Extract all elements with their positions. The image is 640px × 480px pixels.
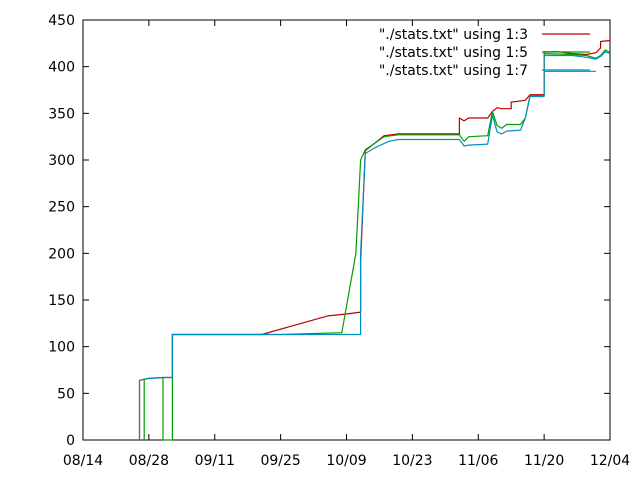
series-line-3 <box>138 51 611 440</box>
y-tick-label: 350 <box>48 106 75 122</box>
y-tick-label: 400 <box>48 60 75 76</box>
legend-label-2: "./stats.txt" using 1:5 <box>379 45 528 61</box>
series-line-1 <box>138 39 611 440</box>
x-tick-label: 09/11 <box>195 453 235 469</box>
x-tick-label: 10/23 <box>392 453 432 469</box>
axes: 0 50 100 150 200 250 300 350 400 450 08/14 08/28 09/… <box>48 13 630 469</box>
x-tick-label: 09/25 <box>260 453 300 469</box>
x-tick-label: 08/28 <box>129 453 169 469</box>
legend-label-3: "./stats.txt" using 1:7 <box>379 63 528 79</box>
series-group <box>138 39 611 441</box>
y-tick-label: 300 <box>48 153 75 169</box>
x-tick-label: 12/04 <box>590 453 630 469</box>
legend: "./stats.txt" using 1:3 "./stats.txt" usi… <box>379 27 590 79</box>
legend-label-1: "./stats.txt" using 1:3 <box>379 27 528 43</box>
y-tick-label: 450 <box>48 13 75 29</box>
series-line-2 <box>143 49 611 441</box>
x-tick-label: 11/06 <box>458 453 498 469</box>
y-tick-label: 100 <box>48 340 75 356</box>
y-tick-label: 0 <box>66 433 75 449</box>
x-tick-label: 08/14 <box>63 453 103 469</box>
y-tick-label: 150 <box>48 293 75 309</box>
x-tick-label: 10/09 <box>326 453 366 469</box>
x-tick-label: 11/20 <box>524 453 564 469</box>
y-tick-label: 50 <box>57 386 75 402</box>
y-tick-label: 200 <box>48 246 75 262</box>
y-tick-label: 250 <box>48 200 75 216</box>
